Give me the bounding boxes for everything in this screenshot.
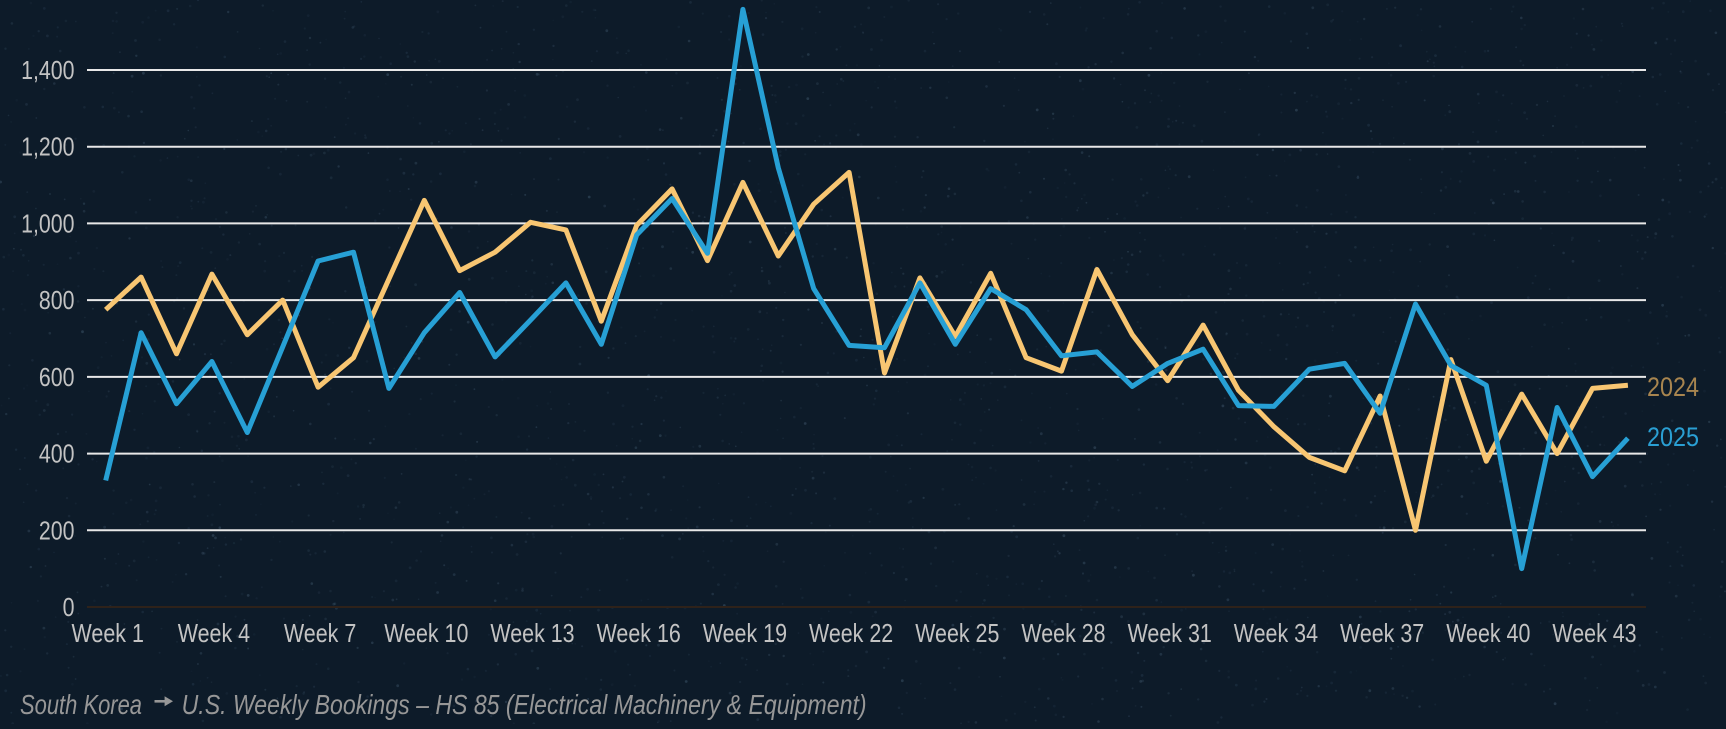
svg-text:400: 400 [39, 439, 75, 469]
svg-text:Week 7: Week 7 [284, 618, 356, 648]
svg-text:Week 19: Week 19 [703, 618, 787, 648]
svg-text:Week 37: Week 37 [1340, 618, 1424, 648]
svg-text:Week 1: Week 1 [72, 618, 144, 648]
svg-text:Week 25: Week 25 [915, 618, 999, 648]
svg-text:Week 34: Week 34 [1234, 618, 1318, 648]
svg-text:1,000: 1,000 [21, 208, 74, 238]
svg-text:South Korea: South Korea [20, 689, 142, 720]
svg-text:800: 800 [39, 285, 75, 315]
svg-text:Week 13: Week 13 [490, 618, 574, 648]
svg-text:Week 10: Week 10 [384, 618, 468, 648]
svg-text:Week 22: Week 22 [809, 618, 893, 648]
svg-text:Week 40: Week 40 [1446, 618, 1530, 648]
svg-text:600: 600 [39, 362, 75, 392]
svg-text:1,200: 1,200 [21, 132, 74, 162]
svg-text:Week 43: Week 43 [1552, 618, 1636, 648]
svg-text:Week 16: Week 16 [597, 618, 681, 648]
svg-text:Week 4: Week 4 [178, 618, 250, 648]
svg-text:U.S. Weekly Bookings – HS 85 (: U.S. Weekly Bookings – HS 85 (Electrical… [182, 689, 867, 720]
svg-text:2025: 2025 [1647, 422, 1699, 452]
svg-text:Week 31: Week 31 [1128, 618, 1212, 648]
svg-text:Week 28: Week 28 [1021, 618, 1105, 648]
svg-text:2024: 2024 [1647, 372, 1699, 402]
svg-text:1,400: 1,400 [21, 55, 74, 85]
svg-text:200: 200 [39, 515, 75, 545]
